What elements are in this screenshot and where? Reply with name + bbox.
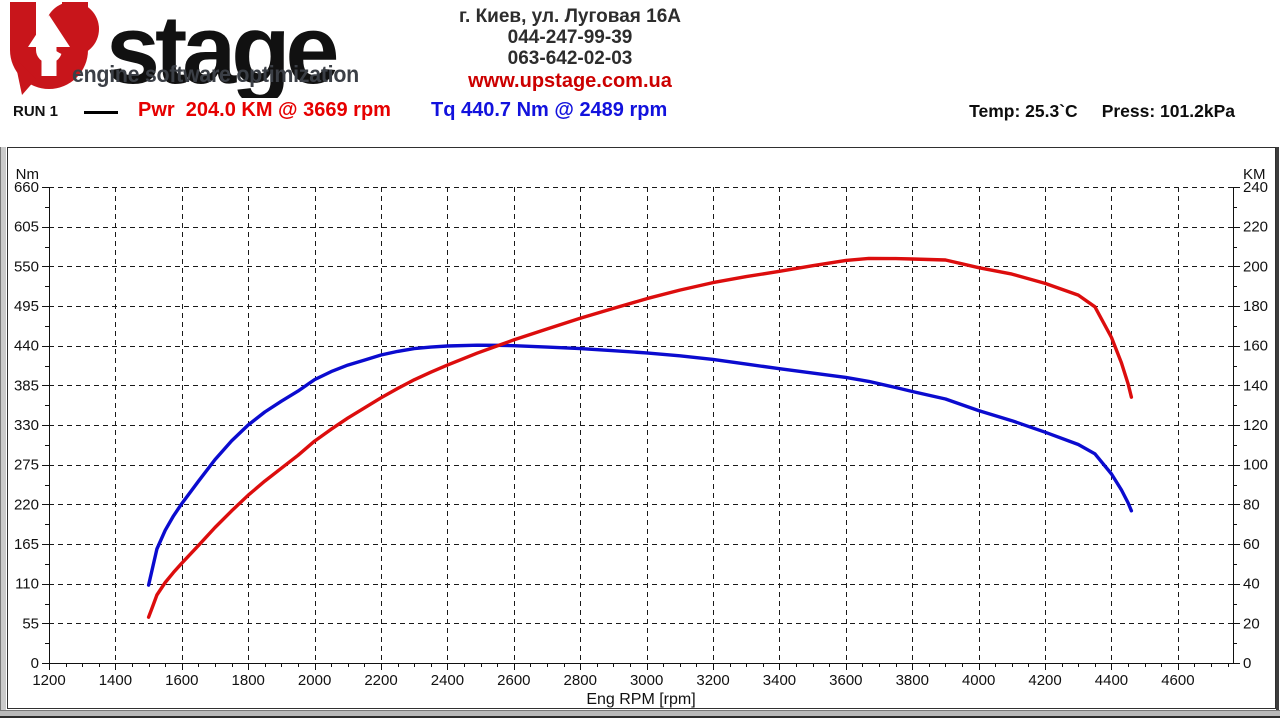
left-tick-label: 385 [14, 377, 39, 394]
right-tick-label: 80 [1243, 496, 1260, 513]
contact-phone-1: 044-247-99-39 [507, 27, 633, 48]
upstage-logo: stage [10, 2, 341, 98]
right-tick-label: 180 [1243, 298, 1268, 315]
left-tick-label: 220 [14, 496, 39, 513]
right-tick-label: 60 [1243, 536, 1260, 553]
right-tick-label: 200 [1243, 258, 1268, 275]
right-tick-label: 120 [1243, 417, 1268, 434]
right-tick-label: 40 [1243, 576, 1260, 593]
pressure-value: Press: 101.2kPa [1101, 101, 1235, 121]
x-tick-label: 2800 [564, 672, 597, 689]
contact-block: г. Киев, ул. Луговая 16А 044-247-99-39 0… [420, 6, 720, 92]
temperature-value: Temp: 25.3`C [969, 101, 1078, 121]
right-tick-label: 20 [1243, 615, 1260, 632]
dyno-chart-panel: 0 55 110 165 220 275 330 385 440 495 550 605 660 0 20 4… [7, 147, 1276, 709]
x-tick-label: 3200 [696, 672, 729, 689]
x-tick-label: 2400 [431, 672, 464, 689]
contact-phone-2: 063-642-02-03 [507, 48, 633, 69]
website-link[interactable]: www.upstage.com.ua [468, 70, 672, 92]
right-tick-label: 0 [1243, 655, 1251, 672]
x-tick-label: 1800 [232, 672, 265, 689]
left-tick-label: 330 [14, 417, 39, 434]
x-tick-label: 1600 [165, 672, 198, 689]
power-curve [146, 256, 1134, 619]
run-label: RUN 1 [13, 103, 59, 120]
x-tick-label: 1200 [32, 672, 65, 689]
x-tick-label: 2600 [497, 672, 530, 689]
window-bottom-edge [0, 710, 1280, 718]
logo-tagline: engine software optimization [72, 61, 359, 87]
window-left-edge [0, 147, 6, 714]
left-axis-unit-label: Nm [16, 166, 39, 183]
right-tick-label: 240 [1243, 179, 1268, 196]
x-tick-label: 2000 [298, 672, 331, 689]
left-tick-label: 605 [14, 219, 39, 236]
contact-address: г. Киев, ул. Луговая 16А [459, 6, 681, 27]
right-axis-unit-label: KM [1243, 166, 1266, 183]
x-tick-label: 3000 [630, 672, 663, 689]
x-tick-label: 4000 [962, 672, 995, 689]
torque-curve [146, 343, 1134, 587]
left-tick-label: 0 [31, 655, 39, 672]
x-tick-label: 4400 [1095, 672, 1128, 689]
left-tick-label: 550 [14, 258, 39, 275]
x-tick-label: 2200 [364, 672, 397, 689]
left-tick-label: 440 [14, 338, 39, 355]
logo-u-arrow-icon [10, 2, 99, 95]
run-line-swatch [84, 111, 118, 114]
x-tick-label: 4200 [1028, 672, 1061, 689]
right-tick-label: 220 [1243, 219, 1268, 236]
right-tick-label: 160 [1243, 338, 1268, 355]
dyno-chart: 0 55 110 165 220 275 330 385 440 495 550 605 660 0 20 4… [14, 166, 1268, 708]
left-tick-label: 660 [14, 179, 39, 196]
left-tick-label: 495 [14, 298, 39, 315]
left-tick-label: 55 [22, 615, 39, 632]
torque-peak-readout: Tq 440.7 Nm @ 2489 rpm [431, 99, 668, 121]
x-tick-label: 3800 [896, 672, 929, 689]
right-tick-label: 100 [1243, 457, 1268, 474]
left-tick-label: 165 [14, 536, 39, 553]
left-tick-label: 110 [15, 576, 39, 593]
x-axis-title: Eng RPM [rpm] [586, 691, 695, 708]
right-tick-label: 140 [1243, 377, 1268, 394]
window-right-edge [1276, 147, 1279, 714]
power-peak-readout: Pwr 204.0 KM @ 3669 rpm [138, 99, 391, 121]
environment-readout: Temp: 25.3`C Press: 101.2kPa [969, 101, 1235, 122]
x-tick-label: 4600 [1161, 672, 1194, 689]
x-tick-label: 3400 [763, 672, 796, 689]
x-tick-label: 1400 [99, 672, 132, 689]
left-tick-label: 275 [14, 457, 39, 474]
logo-brand-text: stage [106, 2, 336, 98]
x-tick-label: 3600 [829, 672, 862, 689]
